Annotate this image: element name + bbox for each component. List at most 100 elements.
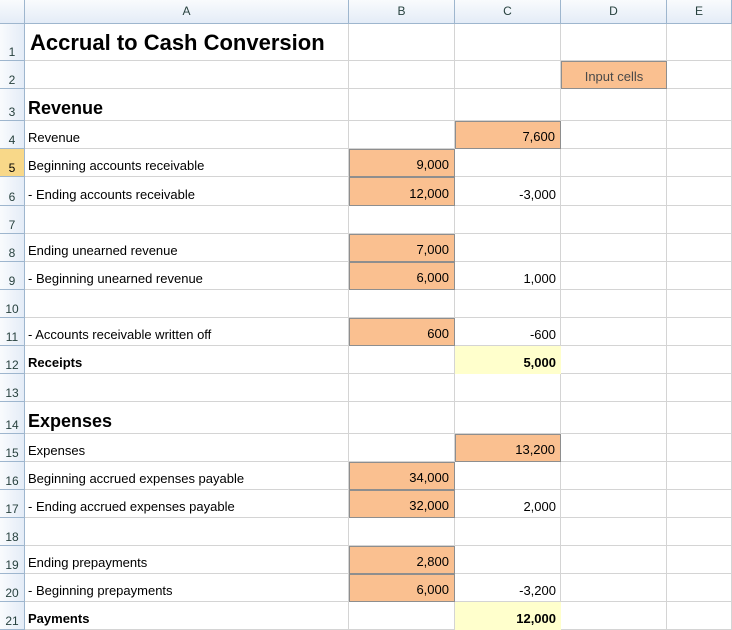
cell-d18[interactable]	[561, 518, 667, 546]
cell-a9[interactable]	[25, 262, 349, 290]
cell-b10[interactable]	[349, 290, 455, 318]
cell-a7[interactable]	[25, 206, 349, 234]
cell-d16[interactable]	[561, 462, 667, 490]
cell-e6[interactable]	[667, 177, 732, 206]
cell-a1[interactable]	[25, 24, 349, 61]
cell-c19[interactable]	[455, 546, 561, 574]
label-receipts[interactable]: Receipts	[28, 355, 83, 370]
column-header-d[interactable]: D	[561, 0, 667, 24]
select-all-corner[interactable]	[0, 0, 25, 24]
row-header-2[interactable]: 2	[0, 61, 25, 89]
cell-e13[interactable]	[667, 374, 732, 402]
cell-b14[interactable]	[349, 402, 455, 434]
cell-a12[interactable]	[25, 346, 349, 374]
input-beginning-ar[interactable]: 9,000	[349, 149, 455, 177]
row-header-15[interactable]: 15	[0, 434, 25, 462]
cell-c10[interactable]	[455, 290, 561, 318]
row-header-12[interactable]: 12	[0, 346, 25, 374]
row-header-9[interactable]: 9	[0, 262, 25, 290]
cell-e12[interactable]	[667, 346, 732, 374]
cell-e21[interactable]	[667, 602, 732, 630]
cell-a17[interactable]	[25, 490, 349, 518]
row-header-3[interactable]: 3	[0, 89, 25, 121]
row-header-1[interactable]: 1	[0, 24, 25, 61]
legend-input-cells[interactable]: Input cells	[561, 61, 667, 89]
row-header-10[interactable]: 10	[0, 290, 25, 318]
row-header-20[interactable]: 20	[0, 574, 25, 602]
cell-e11[interactable]	[667, 318, 732, 346]
cell-d5[interactable]	[561, 149, 667, 177]
cell-d7[interactable]	[561, 206, 667, 234]
column-header-c[interactable]: C	[455, 0, 561, 24]
cell-a15[interactable]	[25, 434, 349, 462]
cell-e9[interactable]	[667, 262, 732, 290]
row-header-13[interactable]: 13	[0, 374, 25, 402]
label-beginning-accrued[interactable]: Beginning accrued expenses payable	[28, 471, 245, 486]
cell-a13[interactable]	[25, 374, 349, 402]
cell-d9[interactable]	[561, 262, 667, 290]
cell-d14[interactable]	[561, 402, 667, 434]
cell-a8[interactable]	[25, 234, 349, 262]
cell-d19[interactable]	[561, 546, 667, 574]
cell-b3[interactable]	[349, 89, 455, 121]
cell-e14[interactable]	[667, 402, 732, 434]
cell-e4[interactable]	[667, 121, 732, 149]
cell-c11[interactable]	[455, 318, 561, 346]
cell-d15[interactable]	[561, 434, 667, 462]
row-header-8[interactable]: 8	[0, 234, 25, 262]
row-header-17[interactable]: 17	[0, 490, 25, 518]
row-header-4[interactable]: 4	[0, 121, 25, 149]
input-beginning-unearned[interactable]: 6,000	[349, 262, 455, 290]
cell-e1[interactable]	[667, 24, 732, 61]
label-beginning-unearned[interactable]: - Beginning unearned revenue	[28, 271, 203, 286]
column-header-a[interactable]: A	[25, 0, 349, 24]
cell-a5[interactable]	[25, 149, 349, 177]
value-accrued-change[interactable]: 2,000	[523, 499, 556, 514]
cell-c9[interactable]	[455, 262, 561, 290]
output-payments[interactable]: 12,000	[455, 602, 561, 630]
cell-e18[interactable]	[667, 518, 732, 546]
cell-a20[interactable]	[25, 574, 349, 602]
input-beginning-prepayments[interactable]: 6,000	[349, 574, 455, 602]
cell-c13[interactable]	[455, 374, 561, 402]
cell-c16[interactable]	[455, 462, 561, 490]
cell-d8[interactable]	[561, 234, 667, 262]
input-revenue[interactable]: 7,600	[455, 121, 561, 149]
cell-c18[interactable]	[455, 518, 561, 546]
cell-e19[interactable]	[667, 546, 732, 574]
input-written-off[interactable]: 600	[349, 318, 455, 346]
cell-b15[interactable]	[349, 434, 455, 462]
cell-c1[interactable]	[455, 24, 561, 61]
value-ar-change[interactable]: -3,000	[519, 187, 556, 202]
cell-b18[interactable]	[349, 518, 455, 546]
cell-b2[interactable]	[349, 61, 455, 89]
label-revenue[interactable]: Revenue	[28, 130, 81, 145]
cell-c2[interactable]	[455, 61, 561, 89]
row-header-7[interactable]: 7	[0, 206, 25, 234]
input-beginning-accrued[interactable]: 34,000	[349, 462, 455, 490]
label-expenses[interactable]: Expenses	[28, 443, 86, 458]
row-header-6[interactable]: 6	[0, 177, 25, 206]
input-ending-ar[interactable]: 12,000	[349, 177, 455, 206]
cell-d1[interactable]	[561, 24, 667, 61]
cell-b13[interactable]	[349, 374, 455, 402]
cell-c8[interactable]	[455, 234, 561, 262]
row-header-18[interactable]: 18	[0, 518, 25, 546]
row-header-5[interactable]: 5	[0, 149, 25, 177]
cell-c5[interactable]	[455, 149, 561, 177]
page-title[interactable]: Accrual to Cash Conversion	[30, 30, 325, 55]
cell-b1[interactable]	[349, 24, 455, 61]
row-header-16[interactable]: 16	[0, 462, 25, 490]
cell-d4[interactable]	[561, 121, 667, 149]
cell-d21[interactable]	[561, 602, 667, 630]
cell-e2[interactable]	[667, 61, 732, 89]
cell-e8[interactable]	[667, 234, 732, 262]
input-ending-prepayments[interactable]: 2,800	[349, 546, 455, 574]
cell-c7[interactable]	[455, 206, 561, 234]
cell-c14[interactable]	[455, 402, 561, 434]
column-header-e[interactable]: E	[667, 0, 732, 24]
cell-a11[interactable]	[25, 318, 349, 346]
input-ending-unearned[interactable]: 7,000	[349, 234, 455, 262]
row-header-21[interactable]: 21	[0, 602, 25, 630]
cell-e20[interactable]	[667, 574, 732, 602]
